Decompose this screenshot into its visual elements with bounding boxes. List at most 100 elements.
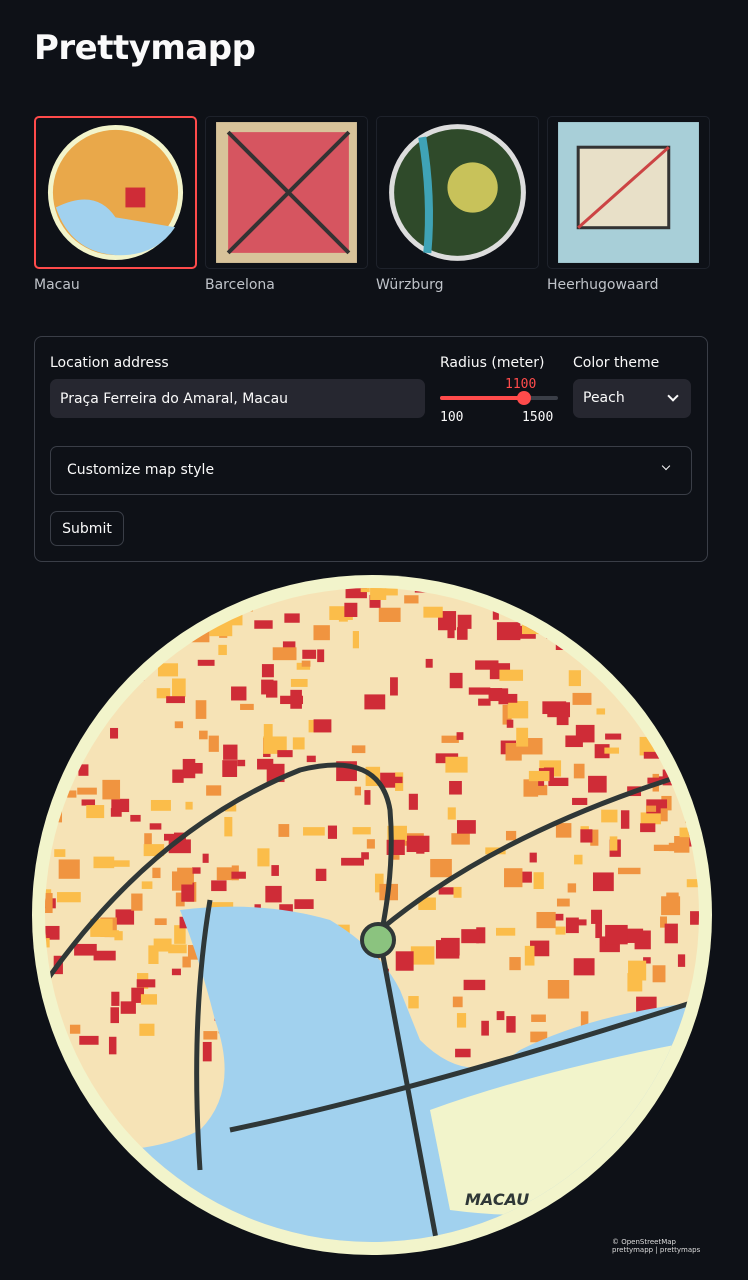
building xyxy=(171,968,181,976)
building xyxy=(496,1011,505,1021)
building xyxy=(505,830,517,841)
building xyxy=(425,658,433,668)
building xyxy=(588,775,607,793)
building xyxy=(498,688,509,705)
example-barcelona[interactable] xyxy=(205,116,368,269)
building xyxy=(191,867,201,874)
map-form: Location address Radius (meter) 1100 100… xyxy=(34,336,708,562)
building xyxy=(66,716,80,732)
radius-value: 1100 xyxy=(505,377,537,392)
slider-handle[interactable] xyxy=(517,391,532,405)
radius-label: Radius (meter) xyxy=(440,355,545,371)
building xyxy=(430,858,452,878)
building xyxy=(623,657,633,675)
map-label: MACAU xyxy=(465,1190,529,1209)
building xyxy=(513,871,532,883)
theme-value: Peach xyxy=(583,390,625,406)
building xyxy=(202,853,209,863)
building xyxy=(423,606,443,618)
building xyxy=(688,1030,699,1039)
building xyxy=(714,726,728,739)
building xyxy=(555,823,572,838)
building xyxy=(675,717,696,725)
building xyxy=(131,893,143,911)
building xyxy=(696,588,699,606)
building xyxy=(81,799,96,806)
building xyxy=(354,786,362,796)
building xyxy=(737,771,748,780)
building xyxy=(732,869,742,878)
building xyxy=(216,867,233,881)
building xyxy=(25,836,33,851)
building xyxy=(301,660,311,667)
building xyxy=(174,721,184,729)
chevron-down-icon xyxy=(661,461,671,471)
building xyxy=(664,735,675,745)
building xyxy=(736,697,743,714)
radius-slider[interactable] xyxy=(440,391,558,405)
building xyxy=(499,669,524,681)
theme-select[interactable]: Peach xyxy=(573,379,691,418)
building xyxy=(154,918,167,926)
building xyxy=(98,666,112,681)
building xyxy=(65,637,78,657)
building xyxy=(156,688,171,699)
building xyxy=(481,1020,489,1036)
building xyxy=(150,799,171,811)
building xyxy=(660,916,667,928)
address-input[interactable] xyxy=(50,379,425,418)
building xyxy=(449,672,463,689)
example-label: Würzburg xyxy=(376,277,444,293)
building xyxy=(265,885,282,903)
building xyxy=(56,892,81,903)
building xyxy=(172,573,189,582)
building xyxy=(113,860,130,867)
building xyxy=(172,769,184,783)
building xyxy=(418,897,436,910)
building xyxy=(678,742,692,750)
building xyxy=(45,662,51,670)
building xyxy=(506,719,514,728)
building xyxy=(80,629,96,645)
building xyxy=(547,980,570,999)
customize-expander[interactable]: Customize map style xyxy=(50,446,692,495)
building xyxy=(626,608,633,620)
building xyxy=(22,700,36,715)
building xyxy=(572,797,588,805)
building xyxy=(197,659,215,666)
building xyxy=(595,923,602,939)
building xyxy=(26,828,43,835)
building xyxy=(496,622,521,641)
submit-button[interactable]: Submit xyxy=(50,511,124,546)
building xyxy=(111,991,120,1006)
building xyxy=(498,588,518,600)
building xyxy=(218,644,227,656)
building xyxy=(317,649,325,663)
building xyxy=(131,987,145,1003)
building xyxy=(237,759,246,767)
building xyxy=(410,946,435,965)
building xyxy=(115,909,135,925)
street xyxy=(229,997,699,1133)
example-heerhugowaard[interactable] xyxy=(547,116,710,269)
building xyxy=(257,758,274,770)
building xyxy=(548,777,569,787)
building xyxy=(601,809,618,823)
building xyxy=(263,736,287,754)
building xyxy=(280,695,304,705)
example-wurzburg[interactable] xyxy=(376,116,539,269)
building xyxy=(492,605,499,620)
building xyxy=(277,750,293,758)
building xyxy=(263,724,273,743)
building xyxy=(574,854,583,865)
building xyxy=(361,852,369,860)
building xyxy=(592,872,614,892)
building xyxy=(45,588,47,594)
example-macau[interactable] xyxy=(34,116,197,269)
building xyxy=(709,728,728,742)
building xyxy=(271,865,279,876)
building xyxy=(369,594,381,608)
building xyxy=(344,602,358,617)
building xyxy=(93,856,115,869)
building xyxy=(345,588,367,599)
